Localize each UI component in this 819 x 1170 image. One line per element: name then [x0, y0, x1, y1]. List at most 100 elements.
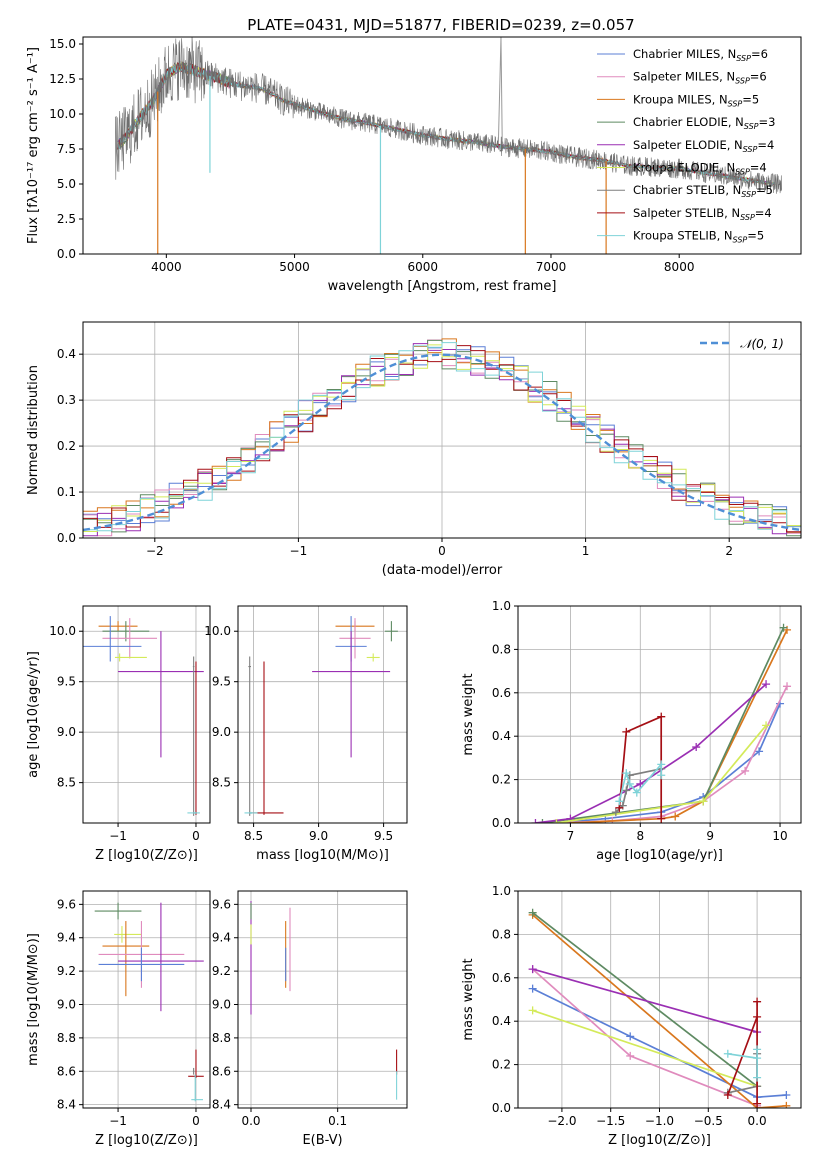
x-tick-label: 6000 [407, 260, 438, 274]
axes-frame [82, 321, 802, 539]
y-tick-label: 0.6 [492, 686, 511, 700]
weight-marker [723, 1090, 732, 1099]
x-tick-label: 8000 [664, 260, 695, 274]
x-tick-label: 7000 [536, 260, 567, 274]
legend-entry: Kroupa STELIB, NSSP=5 [633, 229, 764, 245]
plot-area [518, 606, 801, 823]
x-tick-label: −1.5 [596, 1114, 625, 1128]
weight-marker [622, 786, 631, 795]
weight-marker [671, 812, 680, 821]
y-tick-label: 0.0 [492, 1101, 511, 1115]
x-tick-label: −1 [109, 829, 127, 843]
x-tick-label: −2.0 [547, 1114, 576, 1128]
x-axis-label: Z [log10(Z/Z⊙)] [95, 848, 198, 863]
legend-entry: Chabrier STELIB, NSSP=5 [633, 183, 773, 199]
axes-frame [237, 890, 408, 1109]
histogram-kroupa-stelib [83, 342, 801, 532]
weight-marker [626, 1051, 635, 1060]
emission-spike [497, 37, 503, 145]
legend: Chabrier MILES, NSSP=6 Salpeter MILES, NS… [597, 47, 775, 245]
plot-area [518, 891, 801, 1108]
x-tick-label: −0.5 [694, 1114, 723, 1128]
histogram-salpeter-stelib [83, 345, 801, 533]
weight-series-salpeter-stelib [727, 1001, 758, 1104]
weight-marker [615, 797, 624, 806]
x-tick-label: 5000 [279, 260, 310, 274]
axes-frame [517, 605, 802, 824]
axes-frame [82, 36, 802, 255]
y-tick-label: 0.2 [492, 773, 511, 787]
weight-marker [611, 808, 620, 817]
legend-entry: Chabrier ELODIE, NSSP=3 [633, 115, 775, 131]
weight-series-kroupa-miles [532, 914, 787, 1108]
x-tick-label: 0 [192, 829, 200, 843]
weight-marker [782, 1090, 791, 1099]
weight-marker [753, 997, 762, 1006]
x-tick-label: 9 [706, 829, 714, 843]
x-tick-label: 2 [725, 544, 733, 558]
x-tick-label: 1 [582, 544, 590, 558]
panel-mass-weight-vs-Z: −2.0 −1.5 −1.0 −0.5 0.0 0.0 0.2 0.4 0.6 0.8 1.0 Z [… [461, 884, 802, 1148]
weight-marker [783, 682, 792, 691]
legend-entry: Chabrier MILES, NSSP=6 [633, 47, 768, 63]
y-tick-label: 0.0 [57, 531, 76, 545]
y-axis-label: Normed distribution [26, 365, 41, 495]
weight-marker [636, 779, 645, 788]
y-tick-label: 9.0 [57, 998, 76, 1012]
weight-marker [632, 788, 641, 797]
weight-marker [723, 1049, 732, 1058]
y-tick-label: 8.5 [57, 776, 76, 790]
x-tick-label: 8 [636, 829, 644, 843]
y-tick-label: 10.0 [49, 624, 76, 638]
y-tick-label: 9.6 [212, 897, 231, 911]
x-axis-label: wavelength [Angstrom, rest frame] [328, 279, 557, 294]
y-tick-label: 0.6 [492, 971, 511, 985]
weight-marker [657, 814, 666, 823]
y-tick-label: 5.0 [57, 177, 76, 191]
panel-mass-vs-Z: −1 0 8.4 8.6 8.8 9.0 9.2 9.4 9.6 Z [log10(Z/Z⊙)] m… [26, 890, 211, 1148]
plot-area [83, 322, 801, 538]
axes-frame [82, 605, 211, 824]
plot-area [238, 606, 407, 823]
y-tick-label: 9.6 [57, 897, 76, 911]
weight-marker [755, 747, 764, 756]
panel-mass-weight-vs-age: 7 8 9 10 0.0 0.2 0.4 0.6 0.8 1.0 age [log10(age/yr… [461, 599, 802, 863]
y-tick-label: 0.8 [492, 927, 511, 941]
y-tick-label: 8.4 [212, 1098, 231, 1112]
weight-series-chabrier-miles [556, 703, 781, 823]
y-tick-label: 10.0 [49, 107, 76, 121]
y-tick-label: 1.0 [492, 884, 511, 898]
y-tick-label: 8.4 [57, 1098, 76, 1112]
x-axis-label: Z [log10(Z/Z⊙)] [95, 1133, 198, 1148]
y-tick-label: 9.4 [212, 931, 231, 945]
x-tick-label: 8.5 [244, 829, 263, 843]
panel-age-vs-Z: −1 0 8.5 9.0 9.5 10.0 Z [log10(Z/Z⊙)] age [log1… [26, 605, 211, 863]
panel-mass-vs-ebv: 0.0 0.1 8.4 8.6 8.8 9.0 9.2 9.4 9.6 E(B-V) [212, 890, 408, 1148]
weight-marker [528, 908, 537, 917]
x-tick-label: 0.0 [748, 1114, 767, 1128]
y-tick-label: 2.5 [57, 212, 76, 226]
y-tick-label: 0.4 [492, 729, 511, 743]
x-tick-label: 10 [772, 829, 787, 843]
y-tick-label: 9.2 [57, 964, 76, 978]
weight-marker [762, 680, 771, 689]
weight-series-chabrier-elodie [532, 912, 758, 1087]
y-tick-label: 9.0 [57, 725, 76, 739]
y-tick-label: 0.3 [57, 393, 76, 407]
weight-marker [699, 797, 708, 806]
y-tick-label: 9.4 [57, 931, 76, 945]
weight-series-kroupa-elodie [532, 1009, 758, 1088]
y-tick-label: 0.4 [57, 347, 76, 361]
y-tick-label: 9.2 [212, 964, 231, 978]
y-tick-label: 15.0 [49, 37, 76, 51]
x-tick-label: 0 [438, 544, 446, 558]
weight-marker [528, 965, 537, 974]
x-tick-label: 7 [567, 829, 575, 843]
x-tick-label: −2 [146, 544, 164, 558]
y-tick-label: 10.0 [204, 624, 231, 638]
y-tick-label: 0.2 [492, 1058, 511, 1072]
legend-entry: 𝒩(0, 1) [740, 337, 784, 351]
legend-entry: Salpeter STELIB, NSSP=4 [633, 206, 772, 222]
weight-series-salpeter-miles [532, 968, 758, 1107]
